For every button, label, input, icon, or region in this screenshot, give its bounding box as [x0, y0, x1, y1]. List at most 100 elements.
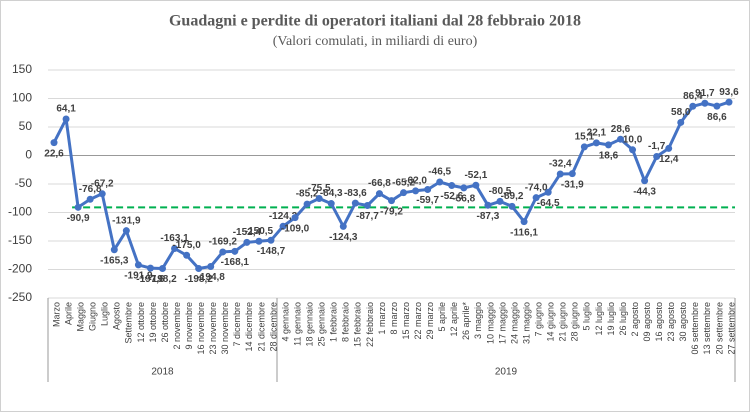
data-point [231, 247, 239, 255]
x-tick-label: 25 gennaio [317, 302, 327, 347]
data-point [98, 190, 106, 198]
data-label: -169,2 [209, 237, 238, 248]
x-tick-label: 10 maggio [485, 302, 495, 344]
data-label: -148,7 [257, 246, 286, 257]
data-label: 93,6 [719, 87, 739, 98]
x-tick-label: 2 agosto [630, 302, 640, 337]
data-label: -150,5 [245, 226, 274, 237]
data-point [339, 222, 347, 230]
data-point [436, 178, 444, 186]
data-point [122, 227, 130, 235]
data-label: -131,9 [112, 215, 141, 226]
data-point [412, 187, 420, 195]
data-label: 15,1 [575, 132, 595, 143]
x-tick-label: 5 luglio [582, 302, 592, 331]
data-label: 28,6 [611, 124, 631, 135]
data-point [604, 141, 612, 149]
data-label: -1,7 [648, 141, 666, 152]
data-point [556, 170, 564, 178]
data-point [400, 189, 408, 197]
data-point [725, 98, 733, 106]
x-tick-label: 30 novembre [220, 302, 230, 355]
data-point [677, 118, 685, 126]
data-label: -46,5 [428, 167, 451, 178]
data-point [592, 139, 600, 147]
x-tick-label: 28 dicembre [268, 302, 278, 352]
data-label: -116,1 [510, 227, 538, 238]
data-point [701, 99, 709, 107]
data-point [424, 186, 432, 194]
y-tick-label: -150 [8, 233, 32, 247]
data-label: 22,6 [44, 148, 64, 159]
x-tick-label: Marzo [51, 302, 61, 327]
data-point [62, 115, 70, 123]
data-label: -152,4 [233, 227, 262, 238]
x-tick-label: 06 settembre [690, 302, 700, 355]
data-point [580, 143, 588, 151]
data-label: -52,1 [464, 170, 487, 181]
y-tick-label: -50 [15, 176, 33, 190]
x-tick-label: 14 dicembre [244, 302, 254, 352]
y-tick-label: 50 [19, 119, 33, 133]
data-label: -76,8 [79, 184, 102, 195]
data-label: -66,8 [368, 178, 391, 189]
data-label: -52,6 [440, 191, 463, 202]
data-point [146, 264, 154, 272]
data-label: -168,1 [221, 257, 250, 268]
data-label: -89,2 [501, 191, 524, 202]
data-label: -84,3 [320, 188, 343, 199]
x-tick-label: 8 marzo [389, 302, 399, 335]
data-label: -75,5 [308, 183, 331, 194]
x-tick-label: 22 marzo [413, 302, 423, 340]
data-label: -124,3 [329, 232, 358, 243]
data-label: -163,1 [160, 233, 189, 244]
data-point [484, 201, 492, 209]
x-tick-label: 19 ottobre [148, 302, 158, 343]
x-tick-label: 7 giugno [534, 302, 544, 337]
data-point [520, 218, 528, 226]
x-tick-label: 2 novembre [172, 302, 182, 350]
data-point [279, 222, 287, 230]
data-point [653, 152, 661, 160]
y-tick-label: 100 [12, 91, 32, 105]
data-label: -85,2 [296, 189, 319, 200]
data-point [267, 236, 275, 244]
data-point [243, 238, 251, 246]
y-tick-label: 150 [12, 62, 32, 76]
x-tick-label: 21 dicembre [256, 302, 266, 352]
x-tick-label: Maggio [76, 302, 86, 332]
x-tick-label: 1 febbraio [329, 302, 339, 342]
x-tick-label: Luglio [100, 302, 110, 326]
x-tick-label: 16 novembre [196, 302, 206, 355]
x-tick-label: Settembre [124, 302, 134, 344]
data-point [183, 251, 191, 259]
x-tick-label: 26 luglio [618, 302, 628, 336]
data-point [568, 170, 576, 178]
group-label: 2018 [151, 367, 174, 378]
data-label: -109,0 [281, 223, 310, 234]
data-label: -31,9 [561, 179, 584, 190]
data-label: -197,6 [136, 274, 165, 285]
group-label: 2019 [495, 367, 518, 378]
data-label: -44,3 [633, 186, 656, 197]
data-point [315, 195, 323, 203]
data-point [291, 214, 299, 222]
data-point [303, 200, 311, 208]
x-tick-label: Aprile [63, 302, 73, 325]
data-label: -198,2 [148, 274, 177, 285]
x-tick-label: 20 settembre [714, 302, 724, 355]
x-tick-label: 12 luglio [594, 302, 604, 336]
x-tick-label: 1 marzo [377, 302, 387, 335]
data-point [665, 144, 673, 152]
data-point [171, 244, 179, 252]
x-tick-label: 8 febbraio [341, 302, 351, 342]
x-tick-label: 29 marzo [425, 302, 435, 340]
data-label: -80,5 [489, 186, 512, 197]
x-tick-label: 22 febbraio [365, 302, 375, 347]
data-point [448, 181, 456, 189]
x-tick-label: 12 aprile [449, 302, 459, 337]
data-label: -67,2 [91, 178, 114, 189]
data-point [617, 135, 624, 143]
x-tick-label: 13 settembre [702, 302, 712, 355]
